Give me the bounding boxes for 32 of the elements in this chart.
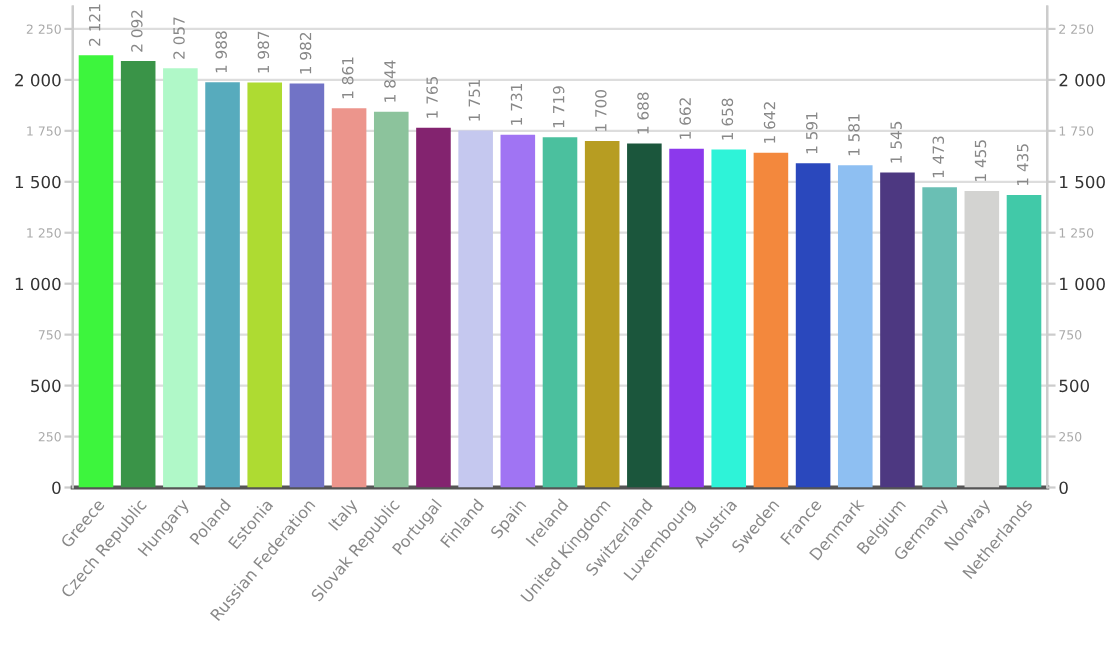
bar [1006,195,1042,488]
y2-tick-label: 1 500 [1060,175,1105,189]
bar [500,134,536,488]
y-tick-label: 2 000 [15,73,61,87]
bar [880,172,915,488]
y-tick-label: 0 [52,481,61,495]
bar [416,127,451,488]
y-tick-label: 1 000 [15,277,61,291]
bar [837,165,873,488]
bar [289,83,325,488]
bar [331,108,367,488]
bar [584,141,620,488]
y2-tick-label: 500 [1059,379,1090,393]
bar [373,111,409,488]
y2-tick-label: 2 000 [1059,73,1105,87]
bar [120,61,156,488]
bar [753,152,789,488]
bar [922,187,957,488]
bar [78,55,114,488]
bar [627,143,662,488]
y2-tick-label: 0 [1059,481,1068,495]
bar [669,148,704,488]
bar [247,82,283,488]
bar [163,68,198,488]
bar [458,130,493,488]
y-tick-label: 500 [31,379,61,393]
y2-tick-label: 1 000 [1060,277,1105,291]
bar [205,82,240,488]
y-tick-label: 1 500 [15,175,61,189]
bar [795,163,831,488]
bar [711,149,747,488]
bar [542,137,578,488]
